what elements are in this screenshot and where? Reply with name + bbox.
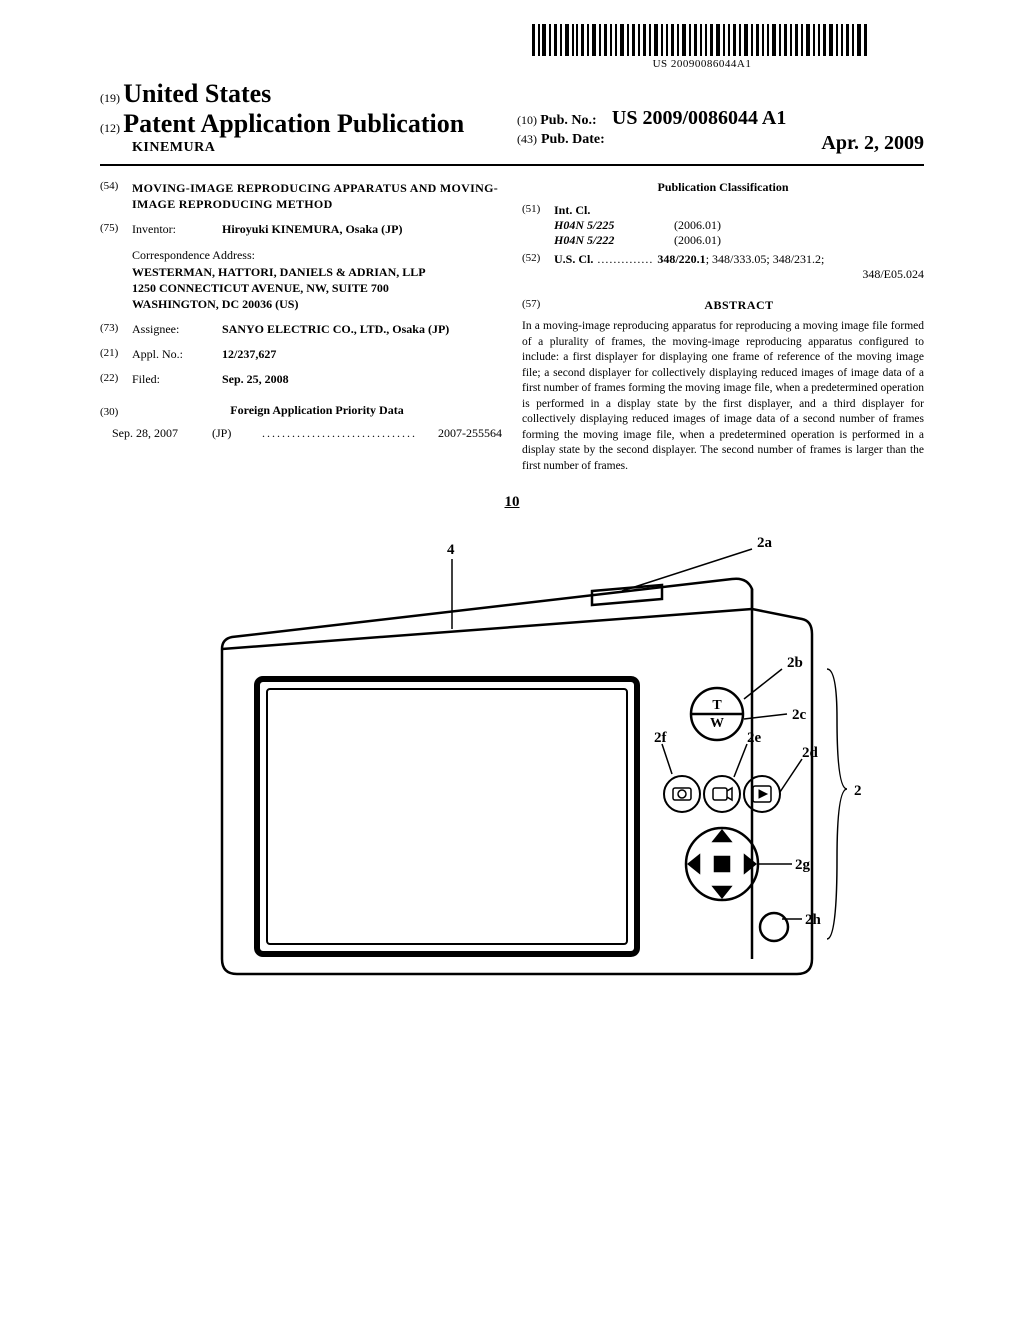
fig-callout-2d: 2d [802, 745, 819, 761]
int-cl-1-year: (2006.01) [674, 233, 721, 248]
code-21: (21) [100, 347, 132, 362]
country: United States [123, 79, 271, 108]
corr-line-1: 1250 CONNECTICUT AVENUE, NW, SUITE 700 [132, 280, 502, 296]
priority-dots: ............................... [262, 426, 438, 441]
us-cl-label: U.S. Cl. [554, 252, 593, 267]
fig-w-label: W [710, 716, 724, 731]
code-30: (30) [100, 406, 132, 418]
left-column: (54) MOVING-IMAGE REPRODUCING APPARATUS … [100, 180, 502, 474]
code-10: (10) [517, 113, 537, 127]
fig-callout-2h: 2h [805, 912, 822, 928]
int-cl-label: Int. Cl. [554, 203, 590, 218]
priority-num: 2007-255564 [438, 426, 502, 441]
figure-label: 10 [100, 494, 924, 511]
pub-date: Apr. 2, 2009 [821, 132, 924, 155]
pub-no: US 2009/0086044 A1 [612, 107, 786, 129]
pub-no-label: Pub. No.: [540, 113, 596, 128]
int-cl-1-code: H04N 5/222 [554, 233, 674, 248]
code-12: (12) [100, 121, 120, 135]
fig-callout-2e: 2e [747, 730, 762, 746]
abstract-text: In a moving-image reproducing apparatus … [522, 319, 924, 474]
code-22: (22) [100, 372, 132, 387]
fig-callout-2c: 2c [792, 707, 807, 723]
code-73: (73) [100, 322, 132, 337]
assignee: SANYO ELECTRIC CO., LTD., Osaka (JP) [222, 322, 502, 337]
code-51: (51) [522, 203, 554, 218]
code-43: (43) [517, 132, 537, 155]
invention-title: MOVING-IMAGE REPRODUCING APPARATUS AND M… [132, 180, 502, 212]
code-52: (52) [522, 252, 554, 267]
barcode-text: US 20090086044A1 [532, 58, 872, 70]
priority-heading: Foreign Application Priority Data [132, 403, 502, 418]
abstract-heading: ABSTRACT [554, 298, 924, 313]
inventor: Hiroyuki KINEMURA, Osaka (JP) [222, 222, 502, 237]
code-75: (75) [100, 222, 132, 237]
int-cl-0-year: (2006.01) [674, 218, 721, 233]
int-cl-0-code: H04N 5/225 [554, 218, 674, 233]
filed-label: Filed: [132, 372, 222, 387]
figure: 10 [100, 494, 924, 1019]
header: (19) United States (12) Patent Applicati… [100, 79, 924, 156]
barcode-block: US 20090086044A1 [480, 24, 924, 71]
filed: Sep. 25, 2008 [222, 372, 502, 387]
appl-label: Appl. No.: [132, 347, 222, 362]
doc-type: Patent Application Publication [123, 109, 464, 138]
assignee-label: Assignee: [132, 322, 222, 337]
corr-line-2: WASHINGTON, DC 20036 (US) [132, 296, 502, 312]
pub-class-heading: Publication Classification [522, 180, 924, 195]
fig-callout-2f: 2f [654, 730, 668, 746]
figure-svg: T W 4 2a 2b 2c 2d 2e 2f 2g 2h 2 [162, 519, 862, 1019]
code-19: (19) [100, 91, 120, 105]
fig-callout-2a: 2a [757, 535, 773, 551]
fig-callout-2b: 2b [787, 655, 803, 671]
appl-no: 12/237,627 [222, 347, 502, 362]
priority-row: Sep. 28, 2007 (JP) .....................… [112, 426, 502, 441]
code-57: (57) [522, 298, 554, 310]
corr-line-0: WESTERMAN, HATTORI, DANIELS & ADRIAN, LL… [132, 264, 502, 280]
inventor-label: Inventor: [132, 222, 222, 237]
us-cl-values: 348/220.1; 348/333.05; 348/231.2; [657, 252, 824, 267]
code-54: (54) [100, 180, 132, 212]
barcode-svg [532, 24, 872, 56]
fig-callout-2g: 2g [795, 857, 811, 873]
priority-date: Sep. 28, 2007 [112, 426, 212, 441]
divider [100, 164, 924, 166]
priority-country: (JP) [212, 426, 262, 441]
corr-label: Correspondence Address: [132, 247, 502, 263]
fig-callout-2: 2 [854, 783, 862, 799]
us-cl-cont: 348/E05.024 [522, 267, 924, 282]
fig-t-label: T [712, 698, 722, 713]
pub-date-label: Pub. Date: [541, 132, 605, 155]
right-column: Publication Classification (51) Int. Cl.… [522, 180, 924, 474]
author-surname: KINEMURA [132, 140, 215, 155]
correspondence: Correspondence Address: WESTERMAN, HATTO… [132, 247, 502, 312]
us-cl-dots: .............. [597, 252, 653, 267]
fig-callout-4: 4 [447, 542, 455, 558]
